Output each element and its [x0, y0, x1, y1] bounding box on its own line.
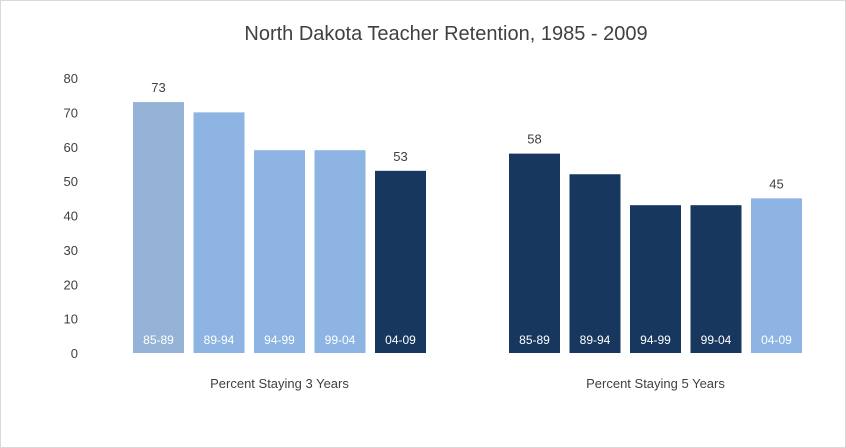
y-tick-label: 30 [64, 243, 78, 258]
bar [751, 198, 802, 353]
bar-category-label: 04-09 [761, 333, 792, 347]
chart-title: North Dakota Teacher Retention, 1985 - 2… [244, 23, 647, 45]
group-label: Percent Staying 3 Years [210, 376, 349, 391]
data-label: 73 [151, 80, 165, 95]
data-label: 53 [393, 149, 407, 164]
bar-category-label: 94-99 [640, 333, 671, 347]
y-tick-label: 60 [64, 140, 78, 155]
bar-category-label: 89-94 [204, 333, 235, 347]
y-tick-label: 10 [64, 312, 78, 327]
bar [375, 170, 426, 353]
bar [254, 150, 305, 353]
data-label: 45 [769, 176, 783, 191]
y-tick-label: 0 [71, 346, 78, 361]
y-tick-label: 50 [64, 174, 78, 189]
bar-category-label: 85-89 [143, 333, 174, 347]
bars: 85-89 73 89-94 94-99 99-04 04-09 53 85-89 58 89-9… [133, 80, 802, 353]
bar-category-label: 94-99 [264, 333, 295, 347]
bar [630, 205, 681, 353]
bar [193, 112, 245, 353]
data-label: 58 [527, 132, 541, 147]
bar [509, 153, 560, 353]
bar-category-label: 99-04 [701, 333, 732, 347]
bar [314, 150, 366, 353]
y-tick-label: 70 [64, 105, 78, 120]
y-tick-label: 80 [64, 71, 78, 86]
bar [133, 102, 184, 353]
group-label: Percent Staying 5 Years [586, 376, 725, 391]
bar [690, 205, 742, 353]
y-axis: 0 10 20 30 40 50 60 70 80 [64, 71, 78, 361]
y-tick-label: 40 [64, 209, 78, 224]
group-labels: Percent Staying 3 Years Percent Staying 5… [210, 376, 725, 391]
bar-category-label: 99-04 [325, 333, 356, 347]
y-tick-label: 20 [64, 277, 78, 292]
bar-category-label: 04-09 [385, 333, 416, 347]
bar [569, 174, 621, 353]
bar-category-label: 89-94 [580, 333, 611, 347]
bar-category-label: 85-89 [519, 333, 550, 347]
